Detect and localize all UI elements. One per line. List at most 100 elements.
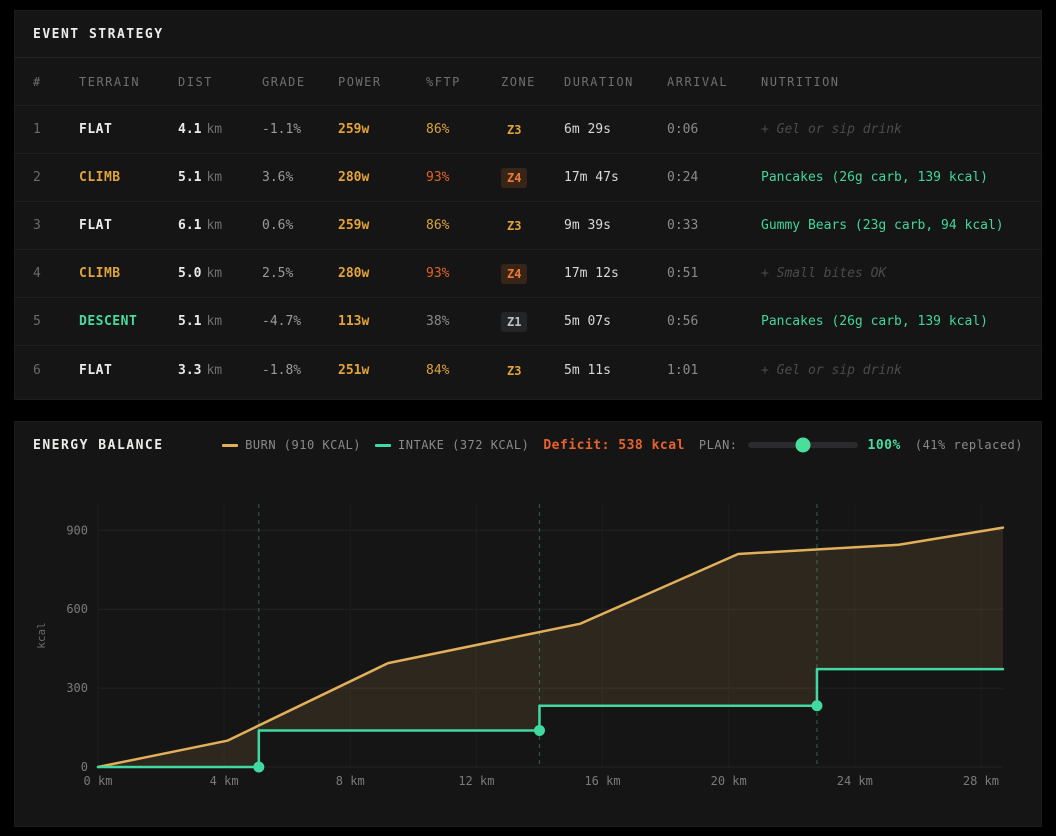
distance-unit: km — [206, 122, 223, 137]
column-header-nutrition: NUTRITION — [761, 74, 840, 89]
energy-balance-panel: ENERGY BALANCE BURN (910 KCAL) INTAKE (3… — [14, 421, 1042, 827]
cell-arrival: 0:56 — [667, 314, 699, 329]
column-header-power: POWER — [338, 74, 382, 89]
cell-power: 251w — [338, 362, 370, 378]
cell-grade: 0.6% — [262, 218, 294, 233]
intake-line — [96, 667, 1005, 769]
replaced-readout: (41% replaced) — [914, 438, 1023, 452]
distance-value: 4.1 — [178, 122, 202, 137]
zone-badge: Z4 — [501, 264, 528, 284]
legend-intake-label: INTAKE (372 KCAL) — [398, 438, 530, 452]
cell-ftp-percent: 93% — [426, 266, 450, 281]
cell-grade: -1.1% — [262, 122, 302, 137]
table-row[interactable]: 5 DESCENT 5.1 km -4.7% 113w 38% Z1 5m 07s 0:56 Pan… — [15, 298, 1041, 346]
cell-arrival: 0:24 — [667, 170, 699, 185]
cell-distance: 5.0 km — [178, 266, 262, 281]
cell-terrain: DESCENT — [79, 314, 138, 329]
deficit-readout: Deficit: 538 kcal — [543, 437, 685, 453]
zone-badge: Z1 — [501, 312, 528, 332]
column-header-grade: GRADE — [262, 74, 306, 89]
table-row[interactable]: 1 FLAT 4.1 km -1.1% 259w 86% Z3 6m 29s 0:06 + Gel … — [15, 106, 1041, 154]
x-tick-label: 0 km — [84, 774, 113, 788]
plan-value: 100% — [867, 437, 901, 453]
cell-ftp-percent: 84% — [426, 362, 450, 378]
cell-zone: Z3 — [501, 119, 564, 140]
eat-marker — [533, 724, 545, 736]
cell-distance: 5.1 km — [178, 170, 262, 185]
cell-zone: Z4 — [501, 263, 564, 284]
x-tick-label: 20 km — [711, 774, 747, 788]
cell-ftp-percent: 38% — [426, 314, 450, 329]
column-header-dist: DIST — [178, 74, 213, 89]
x-tick-label: 28 km — [963, 774, 999, 788]
distance-unit: km — [206, 362, 223, 378]
plan-slider[interactable] — [747, 437, 858, 453]
cell-segment-number: 2 — [33, 170, 41, 185]
table-row[interactable]: 6 FLAT 3.3 km -1.8% 251w 84% Z3 5m 11s 1:01 + Gel … — [15, 346, 1041, 394]
plan-slider-group: PLAN: 100% — [699, 437, 901, 453]
cell-distance: 3.3 km — [178, 363, 262, 378]
column-header-arrival: ARRIVAL — [667, 74, 729, 89]
cell-grade: 3.6% — [262, 170, 294, 185]
cell-duration: 5m 11s — [564, 362, 611, 378]
cell-power: 280w — [338, 170, 370, 185]
cell-duration: 17m 12s — [564, 266, 619, 281]
cell-ftp-percent: 93% — [426, 170, 450, 185]
cell-grade: 2.5% — [262, 266, 294, 281]
cell-power: 259w — [338, 122, 370, 137]
x-tick-label: 8 km — [336, 774, 365, 788]
table-row[interactable]: 3 FLAT 6.1 km 0.6% 259w 86% Z3 9m 39s 0:33 Gummy B… — [15, 202, 1041, 250]
cell-segment-number: 4 — [33, 266, 41, 281]
cell-terrain: FLAT — [79, 362, 113, 378]
cell-grade: -4.7% — [262, 314, 302, 329]
table-row[interactable]: 4 CLIMB 5.0 km 2.5% 280w 93% Z4 17m 12s 0:51 + Sma… — [15, 250, 1041, 298]
x-tick-label: 24 km — [837, 774, 873, 788]
event-strategy-header: EVENT STRATEGY — [15, 11, 1041, 58]
y-tick-label: 900 — [66, 523, 88, 537]
plan-slider-thumb[interactable] — [795, 437, 811, 453]
x-tick-label: 16 km — [584, 774, 620, 788]
zone-badge: Z3 — [507, 363, 522, 378]
distance-value: 6.1 — [178, 218, 202, 233]
cell-segment-number: 5 — [33, 314, 41, 329]
cell-distance: 5.1 km — [178, 314, 262, 329]
energy-balance-header: ENERGY BALANCE BURN (910 KCAL) INTAKE (3… — [15, 422, 1041, 468]
eat-marker — [811, 700, 823, 712]
distance-unit: km — [206, 266, 223, 281]
cell-grade: -1.8% — [262, 362, 302, 378]
x-tick-label: 4 km — [210, 774, 239, 788]
column-header-zone: ZONE — [501, 74, 536, 89]
legend-intake: INTAKE (372 KCAL) — [375, 438, 529, 452]
cell-duration: 6m 29s — [564, 122, 611, 137]
energy-balance-chart: 0 300 600 900 0 km 4 km 8 km 12 km 16 km 20 km 24 … — [35, 504, 1005, 788]
y-tick-label: 0 — [81, 760, 88, 774]
cell-nutrition: + Gel or sip drink — [761, 122, 902, 137]
cell-nutrition: Pancakes (26g carb, 139 kcal) — [761, 314, 988, 329]
x-tick-label: 12 km — [458, 774, 494, 788]
distance-value: 3.3 — [178, 362, 202, 378]
legend-burn: BURN (910 KCAL) — [222, 438, 361, 452]
cell-arrival: 0:51 — [667, 266, 699, 281]
cell-distance: 6.1 km — [178, 218, 262, 233]
panel-title: ENERGY BALANCE — [33, 437, 164, 453]
distance-value: 5.1 — [178, 170, 202, 185]
cell-nutrition: Pancakes (26g carb, 139 kcal) — [761, 170, 988, 185]
column-header-duration: DURATION — [564, 74, 634, 89]
panel-title: EVENT STRATEGY — [33, 26, 164, 42]
eat-marker — [253, 761, 265, 773]
cell-nutrition: + Small bites OK — [761, 266, 887, 281]
cell-arrival: 1:01 — [667, 362, 699, 378]
cell-power: 113w — [338, 314, 370, 329]
cell-zone: Z4 — [501, 167, 564, 188]
column-header-terrain: TERRAIN — [79, 74, 141, 89]
table-row[interactable]: 2 CLIMB 5.1 km 3.6% 280w 93% Z4 17m 47s 0:24 Panca… — [15, 154, 1041, 202]
zone-badge: Z3 — [507, 219, 522, 233]
legend-burn-label: BURN (910 KCAL) — [245, 438, 362, 452]
cell-segment-number: 6 — [33, 362, 41, 378]
burn-line — [96, 526, 1005, 769]
y-axis-label: kcal — [35, 622, 48, 649]
deficit-area — [98, 527, 1003, 767]
cell-duration: 17m 47s — [564, 170, 619, 185]
cell-zone: Z3 — [501, 215, 564, 236]
